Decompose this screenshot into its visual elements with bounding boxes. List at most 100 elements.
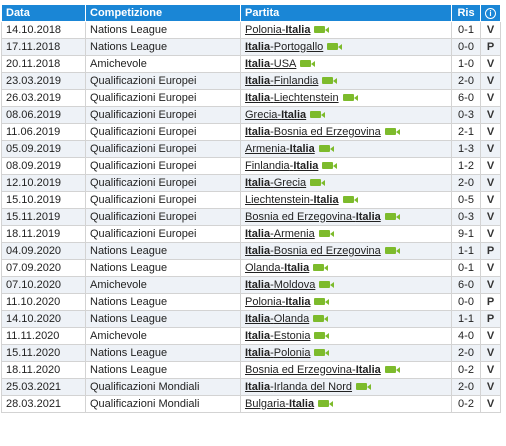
video-camera-icon[interactable] (342, 196, 358, 204)
match-link[interactable]: Italia-Moldova (245, 278, 316, 291)
match-link[interactable]: Italia-Armenia (245, 227, 315, 240)
match-score: 2-0 (451, 344, 481, 362)
match-link[interactable]: Italia-Irlanda del Nord (245, 380, 353, 393)
match-link[interactable]: Italia-Grecia (245, 176, 307, 189)
match-date: 14.10.2020 (1, 310, 86, 328)
match-score: 1-1 (451, 242, 481, 260)
match-link[interactable]: Italia-Olanda (245, 312, 310, 325)
video-camera-icon[interactable] (313, 264, 329, 272)
video-camera-icon[interactable] (322, 162, 338, 170)
match-link[interactable]: Polonia-Italia (245, 23, 311, 36)
match-link[interactable]: Italia-Bosnia ed Erzegovina (245, 244, 381, 257)
away-team: Liechtenstein (273, 91, 339, 104)
video-camera-icon[interactable] (314, 26, 330, 34)
video-camera-icon[interactable] (310, 179, 326, 187)
match-link[interactable]: Italia-Estonia (245, 329, 311, 342)
match-cell: Liechtenstein-Italia (240, 191, 452, 209)
away-team: Italia (289, 142, 315, 155)
match-link[interactable]: Italia-Portogallo (245, 40, 324, 53)
match-competition: Qualificazioni Mondiali (85, 378, 241, 396)
match-competition: Qualificazioni Europei (85, 191, 241, 209)
video-camera-icon[interactable] (384, 366, 400, 374)
match-cell: Armenia-Italia (240, 140, 452, 158)
video-camera-icon[interactable] (318, 400, 334, 408)
match-cell: Italia-Finlandia (240, 72, 452, 90)
match-score: 0-1 (451, 259, 481, 277)
match-link[interactable]: Bosnia ed Erzegovina-Italia (245, 210, 381, 223)
away-team: Bosnia ed Erzegovina (273, 125, 381, 138)
match-link[interactable]: Italia-USA (245, 57, 297, 70)
match-cell: Olanda-Italia (240, 259, 452, 277)
match-date: 12.10.2019 (1, 174, 86, 192)
match-link[interactable]: Bulgaria-Italia (245, 397, 315, 410)
match-result: V (480, 259, 501, 277)
video-camera-icon[interactable] (314, 349, 330, 357)
match-date: 04.09.2020 (1, 242, 86, 260)
video-camera-icon[interactable] (314, 332, 330, 340)
match-result: V (480, 174, 501, 192)
away-team: Olanda (273, 312, 310, 325)
home-team: Bosnia ed Erzegovina (245, 210, 353, 223)
match-date: 07.09.2020 (1, 259, 86, 277)
match-link[interactable]: Italia-Bosnia ed Erzegovina (245, 125, 381, 138)
match-link[interactable]: Armenia-Italia (245, 142, 315, 155)
video-camera-icon[interactable] (310, 111, 326, 119)
video-camera-icon[interactable] (384, 247, 400, 255)
home-team: Italia (245, 312, 271, 325)
match-link[interactable]: Finlandia-Italia (245, 159, 319, 172)
video-camera-icon[interactable] (319, 281, 335, 289)
match-link[interactable]: Italia-Liechtenstein (245, 91, 339, 104)
home-team: Polonia (245, 295, 282, 308)
home-team: Italia (245, 380, 271, 393)
match-cell: Italia-Portogallo (240, 38, 452, 56)
header-competition[interactable]: Competizione (85, 4, 241, 22)
match-link[interactable]: Olanda-Italia (245, 261, 310, 274)
away-team: Italia (293, 159, 319, 172)
table-row: 25.03.2021 Qualificazioni Mondiali Italia-… (1, 378, 501, 396)
video-camera-icon[interactable] (342, 94, 358, 102)
away-team: Finlandia (273, 74, 319, 87)
match-result: P (480, 293, 501, 311)
header-score[interactable]: Ris (451, 4, 481, 22)
match-result: P (480, 242, 501, 260)
video-camera-icon[interactable] (318, 230, 334, 238)
table-row: 15.10.2019 Qualificazioni Europei Liechten… (1, 191, 501, 209)
header-match[interactable]: Partita (240, 4, 452, 22)
match-score: 1-0 (451, 55, 481, 73)
info-icon: i (485, 8, 496, 19)
match-cell: Grecia-Italia (240, 106, 452, 124)
match-link[interactable]: Liechtenstein-Italia (245, 193, 339, 206)
video-camera-icon[interactable] (384, 213, 400, 221)
match-result: V (480, 89, 501, 107)
match-cell: Italia-Bosnia ed Erzegovina (240, 242, 452, 260)
match-link[interactable]: Italia-Polonia (245, 346, 311, 359)
match-competition: Qualificazioni Europei (85, 225, 241, 243)
video-camera-icon[interactable] (314, 298, 330, 306)
video-camera-icon[interactable] (300, 60, 316, 68)
match-competition: Qualificazioni Mondiali (85, 395, 241, 413)
away-team: Italia (285, 295, 311, 308)
match-link[interactable]: Bosnia ed Erzegovina-Italia (245, 363, 381, 376)
table-row: 15.11.2020 Nations League Italia-Polonia 2-… (1, 344, 501, 362)
match-score: 2-0 (451, 378, 481, 396)
video-camera-icon[interactable] (318, 145, 334, 153)
video-camera-icon[interactable] (322, 77, 338, 85)
away-team: Polonia (273, 346, 311, 359)
table-row: 23.03.2019 Qualificazioni Europei Italia-F… (1, 72, 501, 90)
away-team: Italia (284, 261, 310, 274)
header-date[interactable]: Data (1, 4, 86, 22)
match-score: 0-3 (451, 208, 481, 226)
home-team: Olanda (245, 261, 281, 274)
match-score: 2-0 (451, 174, 481, 192)
match-date: 26.03.2019 (1, 89, 86, 107)
match-result: V (480, 344, 501, 362)
match-link[interactable]: Grecia-Italia (245, 108, 307, 121)
match-result: V (480, 327, 501, 345)
video-camera-icon[interactable] (313, 315, 329, 323)
match-link[interactable]: Polonia-Italia (245, 295, 311, 308)
video-camera-icon[interactable] (384, 128, 400, 136)
video-camera-icon[interactable] (356, 383, 372, 391)
match-link[interactable]: Italia-Finlandia (245, 74, 319, 87)
video-camera-icon[interactable] (327, 43, 343, 51)
match-cell: Italia-Bosnia ed Erzegovina (240, 123, 452, 141)
